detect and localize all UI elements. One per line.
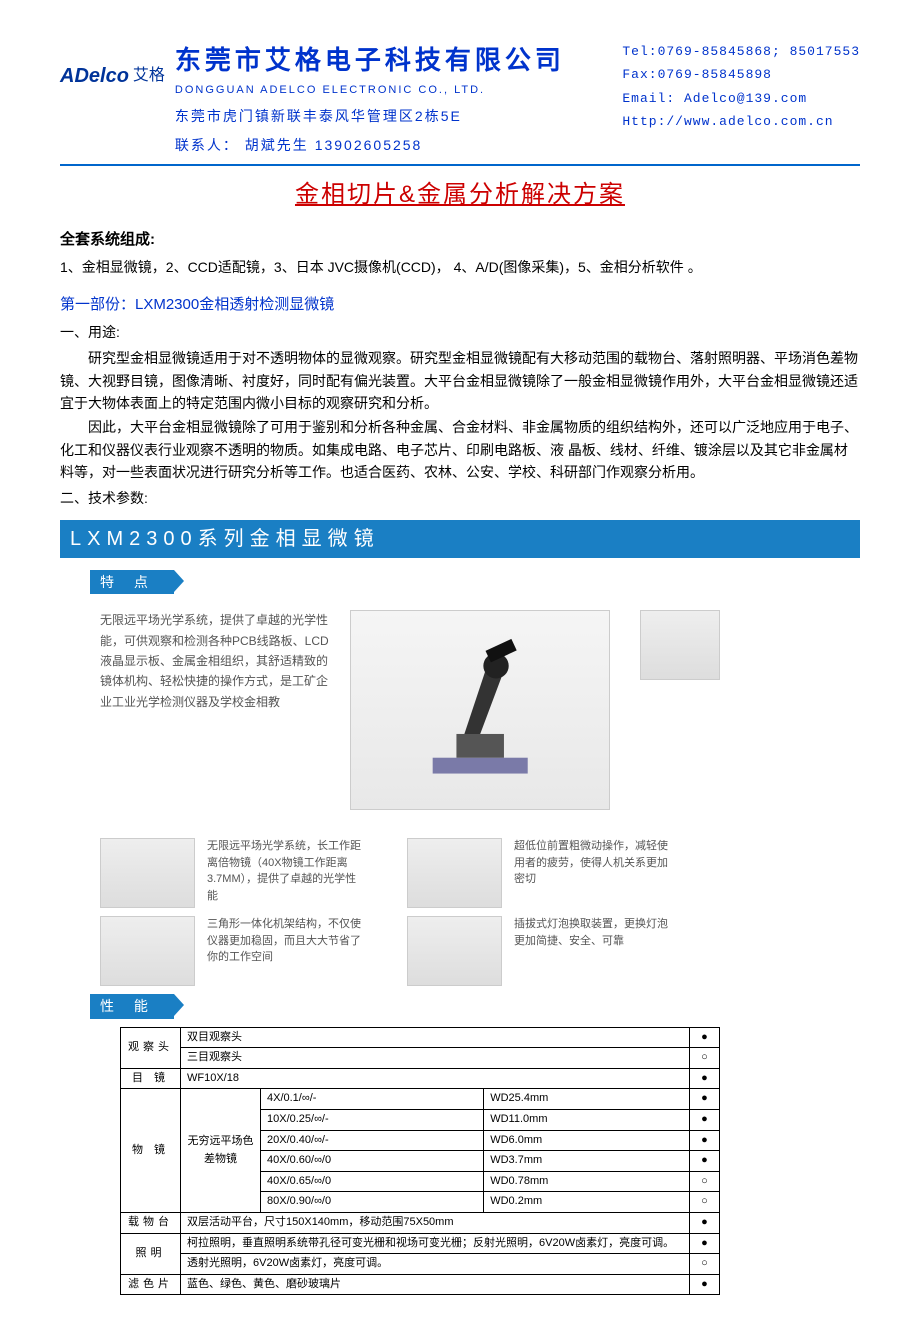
feature-row-4: 插拔式灯泡换取装置，更换灯泡更加简捷、安全、可靠 <box>407 916 674 986</box>
feature-row-3: 三角形一体化机架结构，不仅使仪器更加稳固，而且大大节省了你的工作空间 <box>100 916 367 986</box>
feature-thumb-2 <box>407 838 502 908</box>
cell-mark: ● <box>690 1213 720 1234</box>
tel: Tel:0769-85845868; 85017553 <box>622 40 860 63</box>
cell: 10X/0.25/∞/- <box>261 1110 484 1131</box>
logo-cn: 艾格 <box>133 63 165 89</box>
cell-mark: ● <box>690 1027 720 1048</box>
company-name-cn: 东莞市艾格电子科技有限公司 <box>175 40 612 82</box>
microscope-icon <box>377 631 583 789</box>
accessory-image <box>640 610 720 680</box>
system-components: 1、金相显微镜，2、CCD适配镜，3、日本 JVC摄像机(CCD)， 4、A/D… <box>60 256 860 278</box>
cell: 40X/0.60/∞/0 <box>261 1151 484 1172</box>
cell-mark: ● <box>690 1068 720 1089</box>
feature-area: 无限远平场光学系统，提供了卓越的光学性能，可供观察和检测各种PCB线路板、LCD… <box>60 610 860 810</box>
performance-tag: 性 能 <box>90 994 174 1018</box>
email: Email: Adelco@139.com <box>622 87 860 110</box>
feature-tag: 特 点 <box>90 570 174 594</box>
para-1: 研究型金相显微镜适用于对不透明物体的显微观察。研究型金相显微镜配有大移动范围的载… <box>60 347 860 414</box>
company-name-en: DONGGUAN ADELCO ELECTRONIC CO., LTD. <box>175 82 612 100</box>
logo: ADelco 艾格 <box>60 40 165 92</box>
cell-mark: ● <box>690 1233 720 1254</box>
cell-label: 载物台 <box>121 1213 181 1234</box>
series-bar: LXM2300系列金相显微镜 <box>60 520 860 558</box>
feature-desc-3: 三角形一体化机架结构，不仅使仪器更加稳固，而且大大节省了你的工作空间 <box>207 916 367 966</box>
feature-row-2: 超低位前置粗微动操作，减轻使用者的疲劳，使得人机关系更加密切 <box>407 838 674 908</box>
cell: 20X/0.40/∞/- <box>261 1130 484 1151</box>
cell-label: 观察头 <box>121 1027 181 1068</box>
para-2: 因此，大平台金相显微镜除了可用于鉴别和分析各种金属、合金材料、非金属物质的组织结… <box>60 416 860 483</box>
contact-right: Tel:0769-85845868; 85017553 Fax:0769-858… <box>622 40 860 134</box>
part1-title: 第一部份：LXM2300金相透射检测显微镜 <box>60 293 860 317</box>
cell-mark: ● <box>690 1110 720 1131</box>
use-head: 一、用途: <box>60 321 860 343</box>
cell-mark: ● <box>690 1130 720 1151</box>
cell-label: 滤色片 <box>121 1274 181 1295</box>
feature-desc-1: 无限远平场光学系统，长工作距离倍物镜（40X物镜工作距离3.7MM），提供了卓越… <box>207 838 367 904</box>
cell: 双层活动平台，尺寸150X140mm，移动范围75X50mm <box>181 1213 690 1234</box>
cell-mark: ○ <box>690 1171 720 1192</box>
feature-row-1: 无限远平场光学系统，长工作距离倍物镜（40X物镜工作距离3.7MM），提供了卓越… <box>100 838 367 908</box>
cell-mark: ● <box>690 1151 720 1172</box>
cell: 三目观察头 <box>181 1048 690 1069</box>
feature-grid: 无限远平场光学系统，长工作距离倍物镜（40X物镜工作距离3.7MM），提供了卓越… <box>60 830 860 994</box>
cell: 蓝色、绿色、黄色、磨砂玻璃片 <box>181 1274 690 1295</box>
feature-thumb-3 <box>100 916 195 986</box>
cell-mark: ○ <box>690 1192 720 1213</box>
cell: WD0.2mm <box>484 1192 690 1213</box>
cell-mark: ○ <box>690 1048 720 1069</box>
cell: 80X/0.90/∞/0 <box>261 1192 484 1213</box>
cell-sub: 无穷远平场色差物镜 <box>181 1089 261 1213</box>
cell: WD25.4mm <box>484 1089 690 1110</box>
contact-person: 联系人： 胡斌先生 13902605258 <box>175 134 612 156</box>
cell-mark: ● <box>690 1089 720 1110</box>
cell-mark: ● <box>690 1274 720 1295</box>
cell: 4X/0.1/∞/- <box>261 1089 484 1110</box>
feature-desc-2: 超低位前置粗微动操作，减轻使用者的疲劳，使得人机关系更加密切 <box>514 838 674 888</box>
feature-main-text: 无限远平场光学系统，提供了卓越的光学性能，可供观察和检测各种PCB线路板、LCD… <box>100 610 330 810</box>
cell: WD0.78mm <box>484 1171 690 1192</box>
address: 东莞市虎门镇新联丰泰风华管理区2栋5E <box>175 105 612 127</box>
cell: WD6.0mm <box>484 1130 690 1151</box>
cell: WD11.0mm <box>484 1110 690 1131</box>
cell-label: 照明 <box>121 1233 181 1274</box>
fax: Fax:0769-85845898 <box>622 63 860 86</box>
cell-mark: ○ <box>690 1254 720 1275</box>
cell: 透射光照明，6V20W卤素灯，亮度可调。 <box>181 1254 690 1275</box>
cell: 40X/0.65/∞/0 <box>261 1171 484 1192</box>
cell: WF10X/18 <box>181 1068 690 1089</box>
feature-desc-4: 插拔式灯泡换取装置，更换灯泡更加简捷、安全、可靠 <box>514 916 674 949</box>
feature-thumb-4 <box>407 916 502 986</box>
website: Http://www.adelco.com.cn <box>622 110 860 133</box>
logo-en: ADelco <box>60 60 129 92</box>
cell-label: 物 镜 <box>121 1089 181 1213</box>
document-title: 金相切片&金属分析解决方案 <box>60 176 860 214</box>
feature-thumb-1 <box>100 838 195 908</box>
microscope-image <box>350 610 610 810</box>
cell-label: 目 镜 <box>121 1068 181 1089</box>
cell: 双目观察头 <box>181 1027 690 1048</box>
cell: 柯拉照明，垂直照明系统带孔径可变光栅和视场可变光栅；反射光照明，6V20W卤素灯… <box>181 1233 690 1254</box>
cell: WD3.7mm <box>484 1151 690 1172</box>
spec-table: 观察头双目观察头●三目观察头○目 镜WF10X/18●物 镜无穷远平场色差物镜4… <box>120 1027 720 1296</box>
company-block: 东莞市艾格电子科技有限公司 DONGGUAN ADELCO ELECTRONIC… <box>175 40 612 156</box>
letterhead: ADelco 艾格 东莞市艾格电子科技有限公司 DONGGUAN ADELCO … <box>60 40 860 166</box>
spec-head: 二、技术参数: <box>60 487 860 509</box>
system-head: 全套系统组成: <box>60 228 860 252</box>
